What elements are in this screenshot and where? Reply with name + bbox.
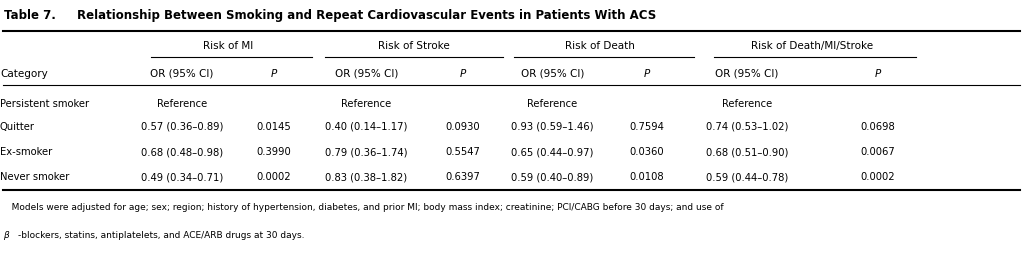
Text: 0.0002: 0.0002 [860,172,895,183]
Text: Risk of Death: Risk of Death [565,41,634,52]
Text: 0.74 (0.53–1.02): 0.74 (0.53–1.02) [706,122,788,132]
Text: 0.0108: 0.0108 [629,172,664,183]
Text: 0.59 (0.40–0.89): 0.59 (0.40–0.89) [512,172,593,183]
Text: 0.49 (0.34–0.71): 0.49 (0.34–0.71) [141,172,223,183]
Text: 0.0067: 0.0067 [860,147,895,157]
Text: β: β [3,231,9,240]
Text: -blockers, statins, antiplatelets, and ACE/ARB drugs at 30 days.: -blockers, statins, antiplatelets, and A… [18,231,305,240]
Text: 0.5547: 0.5547 [445,147,480,157]
Text: Risk of Stroke: Risk of Stroke [379,41,450,52]
Text: Reference: Reference [157,99,208,109]
Text: Reference: Reference [341,99,392,109]
Text: OR (95% CI): OR (95% CI) [335,69,398,79]
Text: OR (95% CI): OR (95% CI) [715,69,779,79]
Text: Models were adjusted for age; sex; region; history of hypertension, diabetes, an: Models were adjusted for age; sex; regio… [3,203,723,212]
Text: 0.65 (0.44–0.97): 0.65 (0.44–0.97) [512,147,593,157]
Text: P: P [875,69,881,79]
Text: 0.68 (0.48–0.98): 0.68 (0.48–0.98) [141,147,223,157]
Text: Relationship Between Smoking and Repeat Cardiovascular Events in Patients With A: Relationship Between Smoking and Repeat … [77,9,656,22]
Text: Ex-smoker: Ex-smoker [0,147,52,157]
Text: 0.93 (0.59–1.46): 0.93 (0.59–1.46) [512,122,593,132]
Text: Persistent smoker: Persistent smoker [0,99,89,109]
Text: P: P [459,69,465,79]
Text: Risk of MI: Risk of MI [203,41,254,52]
Text: 0.0145: 0.0145 [257,122,292,132]
Text: P: P [643,69,650,79]
Text: Risk of Death/MI/Stroke: Risk of Death/MI/Stroke [751,41,874,52]
Text: 0.0360: 0.0360 [629,147,664,157]
Text: 0.0930: 0.0930 [445,122,480,132]
Text: OR (95% CI): OR (95% CI) [150,69,214,79]
Text: 0.59 (0.44–0.78): 0.59 (0.44–0.78) [706,172,788,183]
Text: 0.57 (0.36–0.89): 0.57 (0.36–0.89) [141,122,223,132]
Text: Reference: Reference [721,99,772,109]
Text: 0.68 (0.51–0.90): 0.68 (0.51–0.90) [706,147,788,157]
Text: P: P [271,69,277,79]
Text: 0.3990: 0.3990 [257,147,292,157]
Text: 0.40 (0.14–1.17): 0.40 (0.14–1.17) [325,122,407,132]
Text: 0.83 (0.38–1.82): 0.83 (0.38–1.82) [325,172,407,183]
Text: Reference: Reference [527,99,578,109]
Text: 0.0698: 0.0698 [860,122,895,132]
Text: 0.7594: 0.7594 [629,122,664,132]
Text: Never smoker: Never smoker [0,172,70,183]
Text: 0.79 (0.36–1.74): 0.79 (0.36–1.74) [325,147,407,157]
Text: Category: Category [0,69,48,79]
Text: Table 7.: Table 7. [4,9,56,22]
Text: 0.0002: 0.0002 [257,172,292,183]
Text: Quitter: Quitter [0,122,35,132]
Text: 0.6397: 0.6397 [445,172,480,183]
Text: OR (95% CI): OR (95% CI) [521,69,584,79]
